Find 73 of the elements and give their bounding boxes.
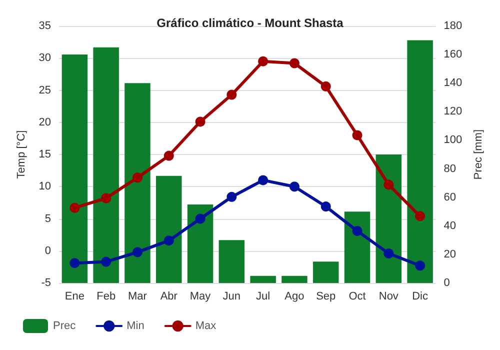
y-axis-title: Temp [°C]	[16, 130, 28, 179]
x-tick-label: Sep	[316, 290, 336, 302]
y2-tick-label: 120	[444, 106, 462, 118]
point	[258, 175, 268, 186]
point	[384, 180, 394, 190]
point	[132, 172, 142, 183]
point	[320, 202, 331, 212]
y-tick-label: 15	[38, 148, 51, 160]
x-tick-label: May	[190, 290, 212, 302]
point	[384, 248, 394, 258]
x-tick-label: Jun	[222, 290, 241, 302]
point	[195, 214, 206, 224]
point	[289, 182, 300, 192]
x-tick-label: Dic	[412, 290, 428, 302]
bar	[124, 83, 150, 283]
y-tick-label: 20	[38, 116, 51, 128]
y2-tick-label: 60	[444, 191, 456, 204]
bar	[250, 276, 276, 283]
bar	[93, 47, 119, 283]
point	[352, 130, 362, 140]
y-tick-label: 25	[38, 84, 51, 96]
point	[132, 247, 142, 258]
x-tick-label: Oct	[348, 290, 366, 302]
y-tick-label: 0	[44, 244, 51, 257]
bar	[187, 204, 214, 283]
y-tick-label: 30	[38, 52, 51, 64]
legend-label: Min	[126, 320, 144, 332]
y2-tick-label: 100	[444, 134, 462, 146]
point	[258, 56, 268, 66]
x-tick-label: Nov	[378, 290, 399, 302]
bar	[282, 276, 308, 283]
chart-title: Gráfico climático - Mount Shasta	[156, 16, 344, 30]
y2-tick-label: 40	[444, 220, 456, 232]
y2-tick-label: 80	[444, 162, 456, 175]
y2-tick-label: 0	[444, 277, 450, 289]
point	[101, 193, 112, 204]
x-tick-label: Ago	[284, 290, 304, 302]
y-tick-label: 35	[38, 20, 51, 32]
point	[70, 258, 80, 268]
point	[226, 192, 237, 202]
bar	[407, 40, 433, 283]
legend-label: Max	[195, 320, 217, 332]
bar	[62, 54, 88, 283]
y2-tick-label: 20	[444, 248, 456, 260]
y-tick-label: 10	[38, 180, 51, 193]
bar	[376, 154, 402, 283]
y2-tick-label: 180	[444, 20, 462, 32]
y2-tick-label: 140	[444, 77, 462, 90]
y-tick-label: 5	[44, 212, 51, 225]
point	[320, 81, 331, 92]
bar	[344, 212, 370, 283]
point	[195, 116, 206, 127]
point	[101, 256, 112, 267]
bar	[156, 176, 182, 283]
x-tick-label: Abr	[160, 290, 178, 302]
point	[352, 226, 362, 236]
bar	[218, 240, 245, 283]
x-tick-label: Mar	[128, 290, 148, 302]
x-tick-label: Jul	[256, 290, 270, 302]
x-tick-label: Feb	[96, 290, 116, 302]
point	[289, 58, 300, 68]
point	[164, 150, 174, 161]
x-tick-label: Ene	[64, 290, 84, 302]
point	[415, 211, 426, 222]
point	[415, 260, 426, 271]
y2-axis-title: Prec [mm]	[472, 129, 484, 180]
bar	[312, 262, 339, 283]
point	[164, 236, 174, 246]
y2-tick-label: 160	[444, 48, 462, 61]
legend-label: Prec	[53, 320, 76, 332]
y-tick-label: -5	[41, 277, 51, 289]
point	[70, 202, 80, 213]
point	[226, 90, 237, 100]
